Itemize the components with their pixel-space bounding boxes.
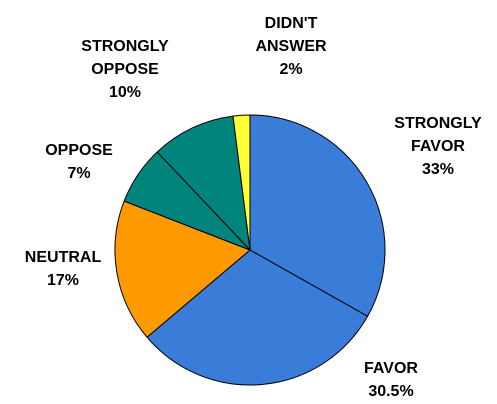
pie-slice-value-5: 2% <box>279 61 302 78</box>
pie-slice-value-3: 7% <box>67 165 90 182</box>
pie-slice-name-1-0: FAVOR <box>364 360 418 377</box>
pie-slice-5 <box>232 114 251 251</box>
pie-slice-label-3: OPPOSE 7% <box>45 142 113 182</box>
pie-slice-label-5: DIDN'T ANSWER 2% <box>255 15 327 78</box>
pie-slice-value-2: 17% <box>47 272 79 289</box>
pie-slice-value-1: 30.5% <box>368 383 413 400</box>
pie-slice-label-4: STRONGLY OPPOSE 10% <box>81 38 169 101</box>
pie-labels: STRONGLY FAVOR 33% FAVOR 30.5% NEUTRAL 17% OPPO… <box>25 15 482 400</box>
pie-slice-name-4-1: OPPOSE <box>91 61 159 78</box>
pie-slice-2 <box>114 200 251 338</box>
pie-slice-name-3-0: OPPOSE <box>45 142 113 159</box>
pie-slice-0 <box>249 114 386 317</box>
pie-slice-name-2-0: NEUTRAL <box>25 249 102 266</box>
pie-slice-value-4: 10% <box>109 84 141 101</box>
pie-slice-name-0-0: STRONGLY <box>394 115 482 132</box>
pie-slice-name-5-0: DIDN'T <box>265 15 318 32</box>
pie-slice-name-5-1: ANSWER <box>255 38 327 55</box>
pie-slice-name-4-0: STRONGLY <box>81 38 169 55</box>
pie-slice-label-1: FAVOR 30.5% <box>364 360 418 400</box>
pie-slice-4 <box>156 115 251 251</box>
pie-slice-label-0: STRONGLY FAVOR 33% <box>394 115 482 178</box>
pie-slices <box>114 114 386 386</box>
pie-slice-value-0: 33% <box>422 161 454 178</box>
pie-slice-1 <box>146 249 369 386</box>
pie-slice-name-0-1: FAVOR <box>411 138 465 155</box>
pie-slice-label-2: NEUTRAL 17% <box>25 249 102 289</box>
